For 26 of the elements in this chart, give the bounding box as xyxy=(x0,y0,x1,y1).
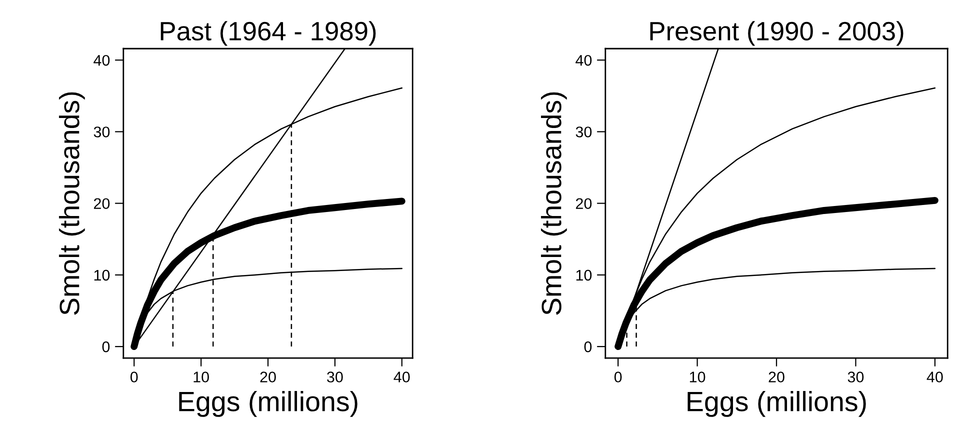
x-tick-label: 0 xyxy=(614,372,622,382)
x-tick-label: 10 xyxy=(690,372,706,382)
y-tick-label: 0 xyxy=(102,341,110,352)
y-tick-label: 30 xyxy=(94,126,110,138)
x-tick-label: 20 xyxy=(768,372,784,382)
x-axis-title: Eggs (millions) xyxy=(179,391,358,417)
chart-title: Present (1990 - 2003) xyxy=(650,21,904,46)
x-tick-label: 40 xyxy=(394,372,410,382)
y-tick-label: 10 xyxy=(94,270,110,281)
y-tick-label: 40 xyxy=(94,54,110,66)
x-tick-label: 0 xyxy=(130,372,138,382)
y-tick-label: 30 xyxy=(576,126,592,138)
x-tick-label: 10 xyxy=(194,372,209,382)
x-tick-label: 20 xyxy=(260,372,276,382)
y-tick-label: 20 xyxy=(576,198,592,210)
y-axis-title: Smolt (thousands) xyxy=(540,92,567,315)
y-axis-title: Smolt (thousands) xyxy=(58,92,85,315)
y-tick-label: 0 xyxy=(584,341,592,352)
y-tick-label: 10 xyxy=(576,270,592,281)
x-axis-title: Eggs (millions) xyxy=(688,391,866,417)
y-tick-label: 20 xyxy=(94,198,110,210)
x-tick-label: 30 xyxy=(848,372,864,382)
x-tick-label: 30 xyxy=(327,372,343,382)
x-tick-label: 40 xyxy=(926,372,943,382)
chart-title: Past (1964 - 1989) xyxy=(160,21,376,46)
y-tick-label: 40 xyxy=(576,54,592,66)
